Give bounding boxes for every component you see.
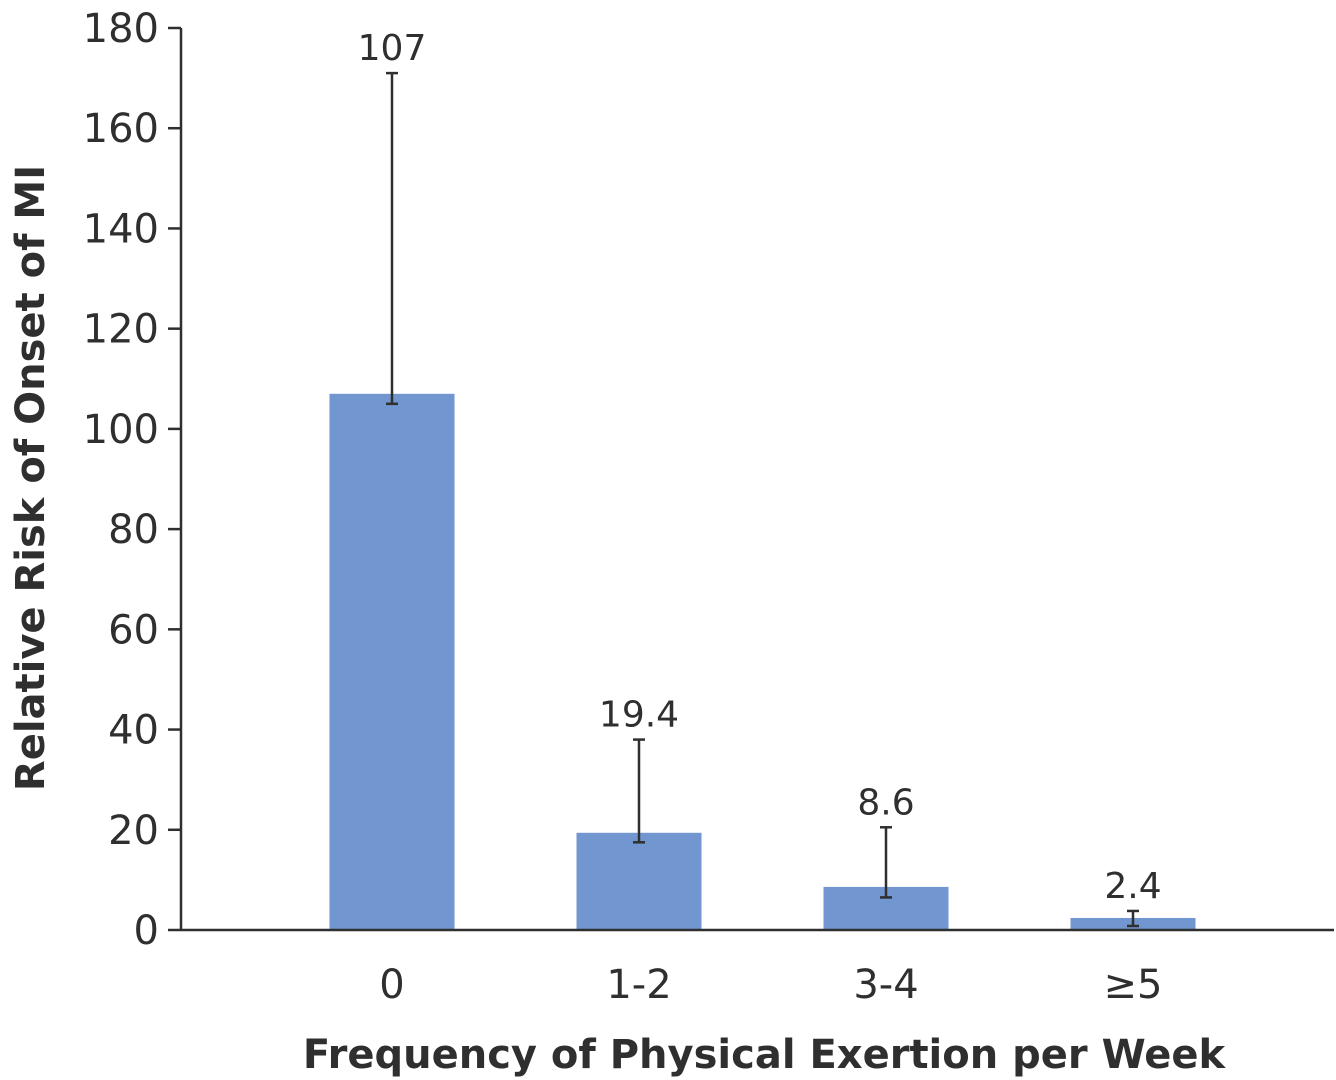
data-label-1: 19.4 [599, 695, 679, 736]
y-axis-title: Relative Risk of Onset of MI [8, 165, 54, 791]
x-tick-label: 3-4 [853, 962, 918, 1008]
x-tick-label: 0 [379, 962, 404, 1008]
error-bar-1 [633, 738, 645, 844]
y-tick-label: 140 [83, 206, 159, 252]
y-tick-label: 40 [108, 708, 159, 754]
data-label-0: 107 [358, 28, 427, 69]
error-bar-2 [880, 826, 892, 899]
data-labels-layer: 107 19.4 8.6 2.4 [358, 28, 1162, 907]
data-label-3: 2.4 [1104, 866, 1161, 907]
y-ticks-layer: 0 20 40 60 80 100 120 140 160 180 [83, 6, 181, 954]
x-tick-labels-layer: 0 1-2 3-4 ≥5 [379, 962, 1162, 1008]
bars-layer [329, 393, 1196, 930]
x-axis-title: Frequency of Physical Exertion per Week [303, 1032, 1227, 1078]
bar-1 [576, 832, 702, 930]
y-tick-label: 80 [108, 507, 159, 553]
y-tick-label: 180 [83, 6, 159, 52]
bar-0 [329, 393, 455, 930]
y-tick-label: 20 [108, 808, 159, 854]
data-label-2: 8.6 [857, 782, 914, 823]
error-bars-layer [386, 71, 1139, 928]
y-tick-label: 120 [83, 307, 159, 353]
error-bar-3 [1127, 909, 1139, 928]
error-bar-0 [386, 71, 398, 406]
y-tick-label: 160 [83, 106, 159, 152]
y-tick-label: 60 [108, 607, 159, 653]
x-tick-label: 1-2 [606, 962, 671, 1008]
axes-layer [179, 28, 1334, 932]
y-tick-label: 0 [134, 908, 159, 954]
y-tick-label: 100 [83, 407, 159, 453]
x-tick-label: ≥5 [1104, 962, 1163, 1008]
